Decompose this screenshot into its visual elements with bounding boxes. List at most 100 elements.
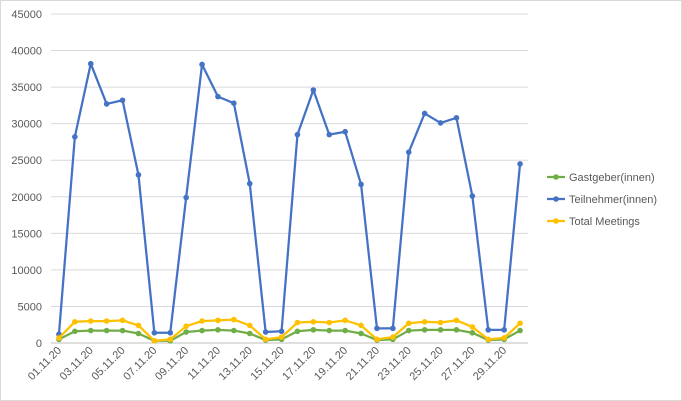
data-point: [183, 329, 189, 335]
data-point: [342, 128, 348, 135]
data-point: [469, 324, 476, 330]
x-tick-label: 03.11.20: [58, 345, 96, 383]
data-point: [310, 318, 317, 325]
series-teilnehmer-innen: [56, 60, 523, 338]
data-point: [278, 328, 285, 335]
data-point: [246, 330, 253, 337]
data-point: [358, 181, 364, 188]
data-point: [231, 316, 237, 323]
data-point: [390, 325, 396, 332]
data-point: [405, 149, 412, 155]
x-tick-label: 05.11.20: [89, 345, 127, 383]
data-point: [215, 317, 221, 324]
x-tick-label: 13.11.20: [217, 345, 255, 383]
data-point: [437, 327, 444, 333]
data-point: [517, 320, 523, 327]
legend: Gastgeber(innen) Teilnehmer(innen) Total M…: [547, 172, 657, 228]
legend-swatch-marker: [553, 218, 559, 224]
data-point: [342, 327, 348, 334]
data-point: [72, 134, 78, 140]
data-point: [485, 336, 492, 343]
x-tick-label: 21.11.20: [344, 345, 382, 383]
data-point: [87, 327, 94, 334]
data-point: [103, 101, 110, 107]
data-point: [453, 115, 460, 121]
x-tick-label: 09.11.20: [153, 345, 191, 383]
x-tick-label: 19.11.20: [312, 345, 350, 383]
data-point: [167, 329, 174, 336]
data-point: [199, 318, 205, 324]
data-point: [87, 60, 94, 67]
data-point: [421, 110, 428, 117]
data-point: [374, 336, 380, 343]
y-tick-label: 5000: [18, 301, 42, 313]
legend-swatch-marker: [553, 196, 559, 202]
data-point: [119, 327, 126, 334]
data-point: [469, 329, 476, 336]
legend-label: Teilnehmer(innen): [569, 194, 657, 206]
data-point: [87, 318, 94, 324]
data-point: [326, 319, 333, 326]
series-total-meetings: [56, 316, 523, 344]
data-point: [231, 327, 237, 334]
data-point: [103, 318, 110, 324]
data-point: [358, 330, 364, 337]
y-tick-label: 25000: [11, 155, 42, 167]
data-point: [437, 120, 444, 126]
data-point: [517, 327, 523, 334]
data-point: [342, 317, 348, 324]
data-point: [262, 329, 269, 335]
data-point: [199, 61, 205, 68]
data-point: [374, 325, 380, 332]
data-point: [183, 194, 189, 201]
y-tick-label: 15000: [11, 228, 42, 240]
y-tick-label: 35000: [11, 82, 42, 94]
data-point: [183, 323, 189, 329]
data-point: [326, 327, 333, 334]
data-point: [405, 327, 412, 334]
data-point: [453, 327, 460, 333]
x-axis-ticks: 01.11.2003.11.2005.11.2007.11.2009.11.20…: [26, 345, 509, 383]
data-point: [119, 317, 126, 324]
data-point: [485, 327, 492, 333]
data-point: [310, 87, 317, 93]
data-point: [501, 327, 507, 333]
data-point: [72, 318, 78, 325]
data-point: [294, 319, 301, 326]
data-point: [294, 131, 301, 138]
x-tick-label: 27.11.20: [439, 345, 477, 383]
data-point: [103, 327, 110, 334]
data-point: [135, 330, 142, 337]
data-point: [167, 336, 174, 343]
legend-swatch-marker: [553, 174, 559, 180]
x-tick-label: 07.11.20: [121, 345, 159, 383]
data-point: [215, 327, 221, 333]
data-point: [262, 336, 269, 343]
data-point: [326, 131, 333, 138]
data-point: [231, 100, 237, 106]
x-tick-label: 25.11.20: [407, 345, 445, 383]
data-point: [501, 335, 507, 341]
data-point: [421, 327, 428, 333]
data-point: [135, 322, 142, 329]
legend-label: Total Meetings: [569, 216, 640, 228]
x-tick-label: 15.11.20: [248, 345, 286, 383]
y-tick-label: 40000: [11, 46, 42, 58]
x-tick-label: 17.11.20: [280, 345, 318, 383]
data-point: [72, 328, 78, 335]
series-line: [58, 328, 521, 342]
data-point: [469, 193, 476, 199]
data-point: [56, 335, 62, 341]
data-point: [358, 322, 364, 329]
data-point: [199, 327, 205, 334]
data-point: [246, 322, 253, 329]
data-point: [119, 97, 126, 104]
data-point: [278, 334, 285, 340]
legend-item-teilnehmer-innen: Teilnehmer(innen): [547, 194, 657, 206]
data-point: [151, 329, 158, 336]
y-axis-ticks: 0 5000 10000 15000 20000 25000 30000 35000 40000…: [11, 9, 42, 350]
data-point: [390, 334, 396, 340]
y-tick-label: 0: [36, 338, 42, 350]
data-point: [437, 319, 444, 326]
